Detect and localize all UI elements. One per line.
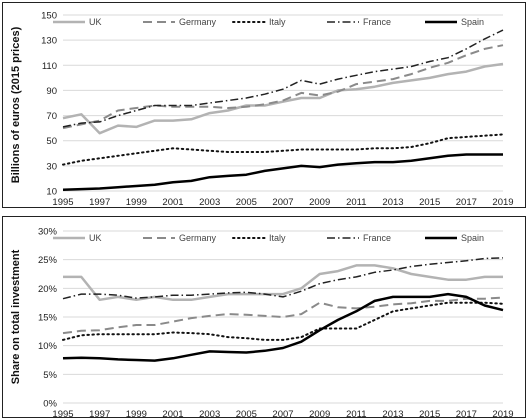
x-tick-label: 2001 <box>162 197 183 208</box>
x-tick-label: 2017 <box>456 197 477 208</box>
x-tick-label: 2005 <box>236 409 257 419</box>
y-tick-label: 30% <box>38 227 58 238</box>
series-line-spain <box>62 292 504 362</box>
x-tick-label: 1995 <box>52 409 73 419</box>
x-tick-label: 2017 <box>456 409 477 419</box>
x-tick-label: 2003 <box>199 197 220 208</box>
series-line-germany <box>62 296 504 335</box>
line-chart-investment-level: Billions of euros (2015 prices) 10 30 50 70… <box>10 11 514 209</box>
chart-panel-investment-level: Billions of euros (2015 prices) 10 30 50 70… <box>2 2 526 208</box>
series-line-france <box>62 257 504 300</box>
x-tick-label: 2011 <box>346 197 366 208</box>
legend-label-italy: Italy <box>269 17 286 27</box>
x-tick-label: 2011 <box>346 409 366 419</box>
legend-label-uk: UK <box>89 233 102 243</box>
y-tick-label: 15% <box>38 313 58 324</box>
legend-label-uk: UK <box>89 17 102 27</box>
y-tick-label: 70 <box>46 111 57 122</box>
x-tick-label: 2015 <box>419 409 440 419</box>
x-tick-label: 1995 <box>52 197 73 208</box>
series-line-germany <box>62 44 504 130</box>
x-tick-label: 1999 <box>126 197 147 208</box>
x-tick-label: 1997 <box>89 197 110 208</box>
y-tick-label: 10 <box>46 187 57 198</box>
x-tick-label: 1997 <box>89 409 110 419</box>
legend-label-france: France <box>363 17 391 27</box>
series-line-uk <box>62 62 504 135</box>
y-tick-label: 25% <box>38 255 58 266</box>
x-tick-label: 2019 <box>492 197 513 208</box>
legend-label-germany: Germany <box>179 233 217 243</box>
chart-panel-investment-share: Share on total investment 0% 5% 10% 15% 20% 2… <box>2 216 526 420</box>
series-line-france <box>62 29 504 128</box>
legend-label-italy: Italy <box>269 233 286 243</box>
x-tick-label: 2013 <box>382 409 403 419</box>
x-tick-label: 2019 <box>492 409 513 419</box>
legend-label-spain: Spain <box>461 233 484 243</box>
legend-label-spain: Spain <box>461 17 484 27</box>
y-axis-label: Billions of euros (2015 prices) <box>10 26 22 183</box>
y-tick-label: 90 <box>46 86 57 97</box>
series-line-italy <box>62 301 504 341</box>
x-tick-label: 2005 <box>236 197 257 208</box>
y-axis-label: Share on total investment <box>10 249 22 384</box>
series-line-uk <box>63 264 503 302</box>
y-tick-label: 0% <box>43 399 57 410</box>
y-tick-label: 10% <box>38 341 58 352</box>
y-tick-label: 5% <box>43 370 57 381</box>
y-tick-label: 150 <box>41 11 57 22</box>
y-tick-label: 130 <box>41 36 57 47</box>
line-chart-investment-share: Share on total investment 0% 5% 10% 15% 20% 2… <box>10 227 514 420</box>
y-tick-label: 20% <box>38 284 58 295</box>
y-tick-label: 30 <box>46 161 57 172</box>
x-tick-label: 2009 <box>309 409 330 419</box>
series-line-spain <box>62 153 503 191</box>
y-tick-label: 50 <box>46 136 57 147</box>
y-tick-label: 110 <box>42 61 57 72</box>
legend-label-germany: Germany <box>179 17 217 27</box>
x-tick-label: 2007 <box>272 409 293 419</box>
x-tick-label: 2015 <box>419 197 440 208</box>
x-tick-label: 2001 <box>162 409 183 419</box>
series-line-italy <box>62 133 504 166</box>
x-tick-label: 2013 <box>382 197 403 208</box>
legend-label-france: France <box>363 233 391 243</box>
x-tick-label: 1999 <box>126 409 147 419</box>
x-tick-label: 2009 <box>309 197 330 208</box>
x-tick-label: 2007 <box>272 197 293 208</box>
x-tick-label: 2003 <box>199 409 220 419</box>
